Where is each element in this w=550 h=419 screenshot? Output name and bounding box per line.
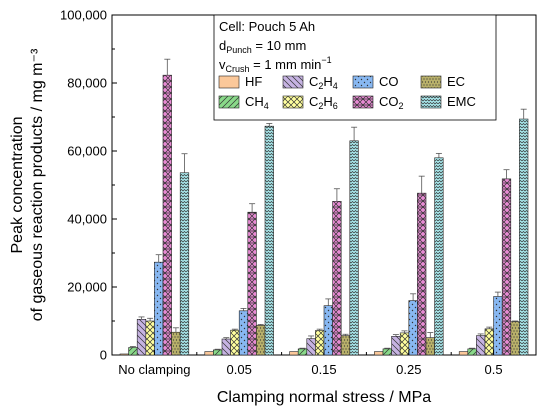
y-tick-label: 80,000 [67,76,107,91]
bar-emc [179,172,190,356]
legend-swatch-c2h6 [282,95,304,109]
bar-ec [171,331,181,356]
x-tick-label: No clamping [118,362,190,377]
bar-c2h4 [476,335,486,356]
bar-c2h6 [484,328,494,356]
bar-ec [256,325,266,356]
bar-co [493,296,503,356]
legend-swatch-ec [420,75,442,89]
info-crush-speed: vCrush = 1 mm min−1 [219,55,332,74]
legend-label-ch4: CH4 [245,94,269,111]
bar-hf [204,351,214,356]
bar-c2h4 [136,318,147,356]
bar-hf [374,351,384,356]
legend-label-co2: CO2 [379,94,404,111]
bar-co2 [501,178,512,356]
info-punch-diameter: dPunch = 10 mm [219,38,306,55]
bar-ch4 [382,348,392,356]
bar-emc [519,118,529,356]
legend-label-emc: EMC [447,94,476,109]
x-axis-ticks: No clamping 0.05 0.15 0.25 0.5 [118,350,503,377]
legend-label-ec: EC [447,74,465,89]
bar-co [154,261,164,356]
bar-co2 [332,201,342,356]
bar-co2 [247,211,257,356]
bar-hf [289,351,299,356]
y-tick-label: 60,000 [67,144,107,159]
bar-ch4 [467,348,477,356]
y-axis-label-line1: Peak concentration [9,117,26,254]
bar-c2h6 [230,329,240,356]
legend-label-c2h4: C2H4 [309,74,338,91]
legend-swatch-emc [420,95,442,109]
bar-ch4 [128,347,138,356]
bar-c2h4 [221,338,231,356]
legend-swatch-c2h4 [282,75,304,89]
x-tick-label: 0.05 [227,362,252,377]
x-tick-label: 0.25 [396,362,421,377]
x-tick-label: 0.15 [311,362,336,377]
legend-items: HF C2H4 CO EC CH4 C2H6 CO2 EMC [218,74,476,111]
bar-ch4 [297,348,308,356]
bar-c2h4 [391,335,401,356]
legend-swatch-co [352,75,374,89]
legend-label-hf: HF [245,74,262,89]
legend-label-c2h6: C2H6 [309,94,338,111]
bar-ec [340,335,351,356]
bar-hf [119,353,129,356]
bar-co2 [162,74,172,356]
bar-ec [510,321,520,356]
bar-co [238,310,249,356]
bar-co2 [417,192,427,356]
legend-swatch-ch4 [218,95,240,109]
bar-hf [458,351,469,356]
bar-c2h6 [145,320,155,356]
bar-c2h6 [399,332,410,356]
y-axis-label-line2: of gaseous reaction products / mg m⁻³ [29,48,46,321]
legend-swatch-hf [218,75,240,89]
info-cell: Cell: Pouch 5 Ah [219,19,315,34]
bar-c2h4 [306,338,316,356]
x-axis-label: Clamping normal stress / MPa [217,389,431,406]
y-tick-label: 0 [100,348,107,363]
y-tick-label: 100,000 [60,8,107,23]
bar-co [323,305,333,356]
y-tick-label: 20,000 [67,280,107,295]
legend-label-co: CO [379,74,399,89]
bar-c2h6 [315,330,325,356]
y-axis-ticks: 0 20,000 40,000 60,000 80,000 100,000 [60,8,117,363]
bar-emc [264,125,274,356]
bar-emc [349,140,359,356]
y-tick-label: 40,000 [67,212,107,227]
legend: Cell: Pouch 5 Ah dPunch = 10 mm vCrush =… [213,14,497,121]
legend-swatch-co2 [352,95,374,109]
bar-co [408,300,418,356]
bar-emc [434,157,444,356]
bar-ch4 [213,349,223,356]
bars-group [119,58,529,356]
bar-ec [425,337,435,356]
x-tick-label: 0.5 [485,362,503,377]
